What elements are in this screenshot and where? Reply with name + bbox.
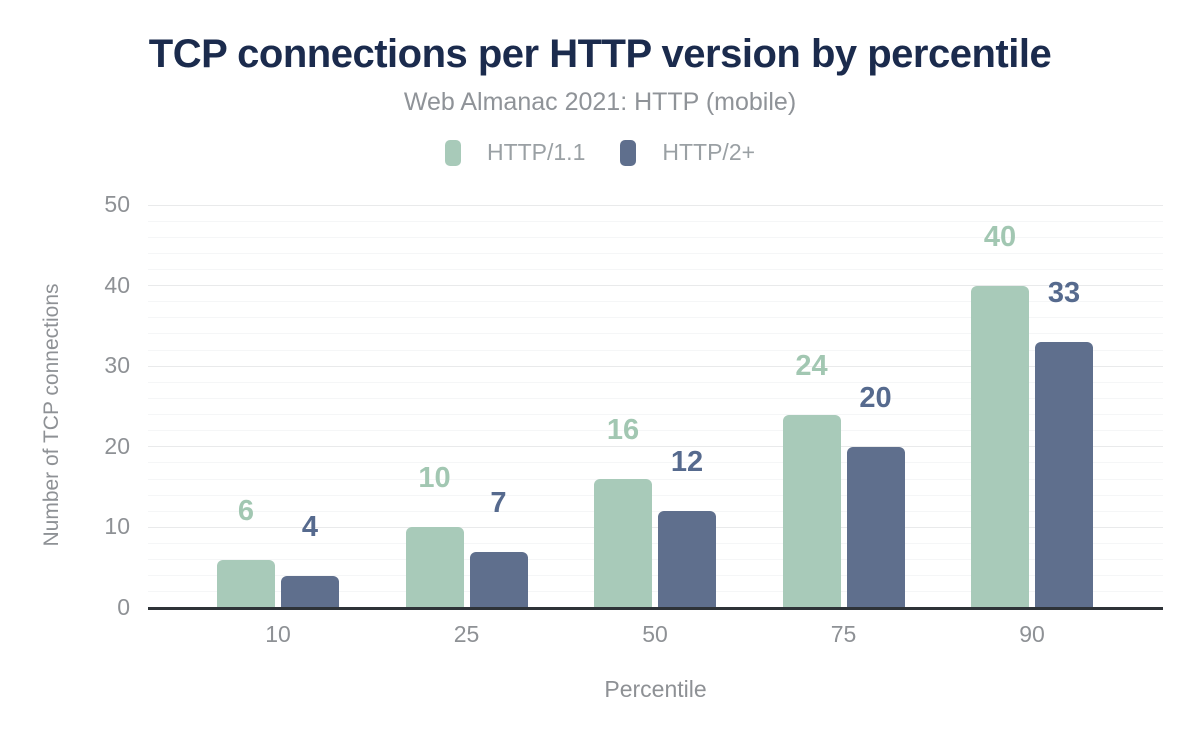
y-tick-label: 0 bbox=[117, 594, 130, 620]
plot-area: Percentile Number of TCP connections 0 10… bbox=[40, 193, 1163, 702]
chart-title: TCP connections per HTTP version by perc… bbox=[148, 32, 1052, 76]
bar-http2-p75[interactable] bbox=[846, 446, 905, 608]
minor-gridline bbox=[148, 543, 1163, 545]
x-axis-title: Percentile bbox=[604, 676, 707, 702]
bar-http11-p90[interactable] bbox=[971, 285, 1029, 608]
minor-gridline bbox=[148, 430, 1163, 432]
bar-value-label: 16 bbox=[606, 414, 640, 447]
y-tick-label: 50 bbox=[104, 191, 130, 217]
minor-gridline bbox=[148, 333, 1163, 335]
minor-gridline bbox=[148, 591, 1163, 593]
bar-http11-p75[interactable] bbox=[782, 414, 841, 608]
minor-gridline bbox=[148, 414, 1163, 416]
bar-http11-p25[interactable] bbox=[405, 527, 464, 608]
x-tick-label: 90 bbox=[1019, 621, 1045, 647]
bar-value-label: 40 bbox=[983, 220, 1017, 253]
minor-gridline bbox=[148, 268, 1163, 270]
legend-item-http11[interactable]: HTTP/1.1 bbox=[444, 139, 586, 166]
minor-gridline bbox=[148, 252, 1163, 254]
y-tick-label: 10 bbox=[104, 513, 130, 540]
bar-http11-p10[interactable] bbox=[217, 559, 275, 608]
x-tick-label: 50 bbox=[642, 621, 668, 647]
legend-label-http11: HTTP/1.1 bbox=[486, 139, 586, 165]
x-tick-label: 25 bbox=[453, 621, 480, 647]
major-gridline bbox=[148, 446, 1163, 448]
bar-http2-p50[interactable] bbox=[658, 511, 716, 608]
minor-gridline bbox=[148, 494, 1163, 496]
minor-gridline bbox=[148, 559, 1163, 561]
chart-subtitle: Web Almanac 2021: HTTP (mobile) bbox=[403, 88, 797, 116]
y-axis-title: Number of TCP connections bbox=[40, 283, 63, 547]
bar-value-label: 4 bbox=[301, 510, 319, 543]
bar-value-label: 10 bbox=[418, 462, 451, 495]
y-tick-label: 30 bbox=[104, 352, 130, 379]
legend-item-http2[interactable]: HTTP/2+ bbox=[620, 139, 755, 166]
minor-gridline bbox=[148, 236, 1163, 238]
bar-value-label: 33 bbox=[1047, 277, 1081, 310]
legend-swatch-http11-icon bbox=[444, 139, 461, 166]
x-tick-label: 75 bbox=[830, 621, 857, 647]
bar-value-label: 7 bbox=[490, 486, 507, 519]
minor-gridline bbox=[148, 349, 1163, 351]
major-gridline bbox=[148, 526, 1163, 528]
bar-value-label: 6 bbox=[237, 494, 255, 527]
major-gridline bbox=[148, 285, 1163, 287]
bar-http2-p25[interactable] bbox=[469, 551, 528, 608]
minor-gridline bbox=[148, 381, 1163, 383]
legend: HTTP/1.1 HTTP/2+ bbox=[0, 139, 1200, 166]
minor-gridline bbox=[148, 462, 1163, 464]
bar-http2-p10[interactable] bbox=[281, 575, 339, 608]
minor-gridline bbox=[148, 510, 1163, 512]
legend-label-http2: HTTP/2+ bbox=[662, 139, 756, 165]
major-gridline bbox=[148, 365, 1163, 367]
minor-gridline bbox=[148, 220, 1163, 222]
y-tick-label: 20 bbox=[104, 432, 130, 459]
legend-swatch-http2-icon bbox=[620, 139, 637, 166]
bar-value-label: 24 bbox=[795, 349, 828, 382]
bar-value-label: 12 bbox=[670, 446, 704, 479]
x-tick-label: 10 bbox=[265, 621, 291, 647]
minor-gridline bbox=[148, 317, 1163, 319]
x-axis-baseline bbox=[148, 607, 1163, 610]
bar-http11-p50[interactable] bbox=[594, 479, 652, 608]
minor-gridline bbox=[148, 478, 1163, 480]
bar-http2-p90[interactable] bbox=[1035, 342, 1093, 608]
minor-gridline bbox=[148, 397, 1163, 399]
minor-gridline bbox=[148, 301, 1163, 303]
minor-gridline bbox=[148, 575, 1163, 577]
major-gridline bbox=[148, 204, 1163, 206]
y-tick-label: 40 bbox=[104, 271, 130, 298]
bar-value-label: 20 bbox=[859, 381, 892, 414]
